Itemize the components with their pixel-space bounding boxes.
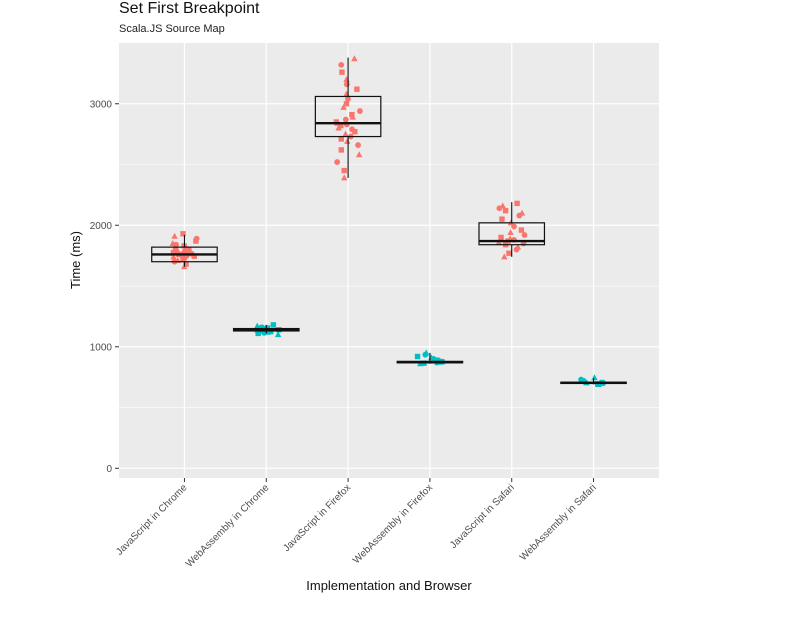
data-point <box>180 231 186 237</box>
data-point <box>507 229 514 236</box>
data-point <box>254 322 261 329</box>
data-point <box>338 136 344 142</box>
data-point <box>193 235 200 242</box>
data-point <box>506 250 512 256</box>
x-tick-label: JavaScript in Firefox <box>281 482 353 554</box>
data-point <box>502 207 509 214</box>
data-point <box>170 253 177 260</box>
data-point <box>268 328 274 335</box>
data-point <box>170 249 177 256</box>
data-point <box>345 95 351 102</box>
chart-subtitle: Scala.JS Source Map <box>119 23 225 35</box>
data-point <box>349 126 355 133</box>
y-axis-title: Time (ms) <box>68 231 83 289</box>
x-tick-label: JavaScript in Safari <box>448 482 517 551</box>
data-point <box>341 167 347 174</box>
data-point <box>518 209 526 216</box>
data-point <box>521 232 528 238</box>
data-point <box>344 137 351 144</box>
data-point <box>591 374 598 381</box>
y-tick-label: 1000 <box>90 342 113 353</box>
data-point <box>270 322 277 328</box>
data-point <box>518 227 525 233</box>
data-point <box>334 159 341 165</box>
data-point <box>514 243 522 250</box>
data-point <box>506 235 514 242</box>
x-axis-title: Implementation and Browser <box>306 578 472 593</box>
x-tick-label: WebAssembly in Firefox <box>351 482 435 566</box>
data-point <box>333 119 340 125</box>
data-point <box>498 234 504 241</box>
box <box>314 95 382 138</box>
data-point <box>354 86 360 92</box>
data-point <box>183 261 189 267</box>
data-point <box>499 216 505 222</box>
data-point <box>255 330 261 337</box>
data-point <box>514 200 520 207</box>
plot-panel <box>119 43 659 478</box>
x-tick-label: JavaScript in Chrome <box>114 482 190 558</box>
data-point <box>423 349 430 356</box>
data-point <box>338 122 344 129</box>
y-tick-label: 2000 <box>90 221 113 232</box>
data-point <box>414 353 421 360</box>
x-tick-label: WebAssembly in Chrome <box>184 482 272 570</box>
y-tick-label: 3000 <box>90 99 113 110</box>
data-point <box>274 331 282 338</box>
data-point <box>343 101 350 107</box>
data-point <box>339 69 345 75</box>
data-point <box>355 142 361 148</box>
data-point <box>342 130 349 137</box>
data-point <box>340 103 347 110</box>
box <box>478 222 546 246</box>
data-point <box>499 202 506 209</box>
y-tick-label: 0 <box>106 464 112 475</box>
data-point <box>171 232 178 239</box>
data-point <box>342 116 349 123</box>
data-point <box>351 55 358 62</box>
data-point <box>338 147 344 153</box>
data-point <box>191 253 198 259</box>
data-point <box>343 81 350 88</box>
data-point <box>173 241 179 248</box>
data-point <box>264 325 271 331</box>
data-point <box>352 129 358 135</box>
chart-title: Set First Breakpoint <box>119 0 260 17</box>
data-point <box>578 376 584 383</box>
data-point <box>341 174 348 181</box>
data-point <box>357 108 363 114</box>
data-point <box>169 239 176 246</box>
data-point <box>433 357 440 363</box>
data-point <box>501 253 508 260</box>
x-tick-label: WebAssembly in Safari <box>518 482 599 563</box>
data-point <box>338 61 345 68</box>
data-point <box>349 111 355 118</box>
data-point <box>355 151 363 158</box>
